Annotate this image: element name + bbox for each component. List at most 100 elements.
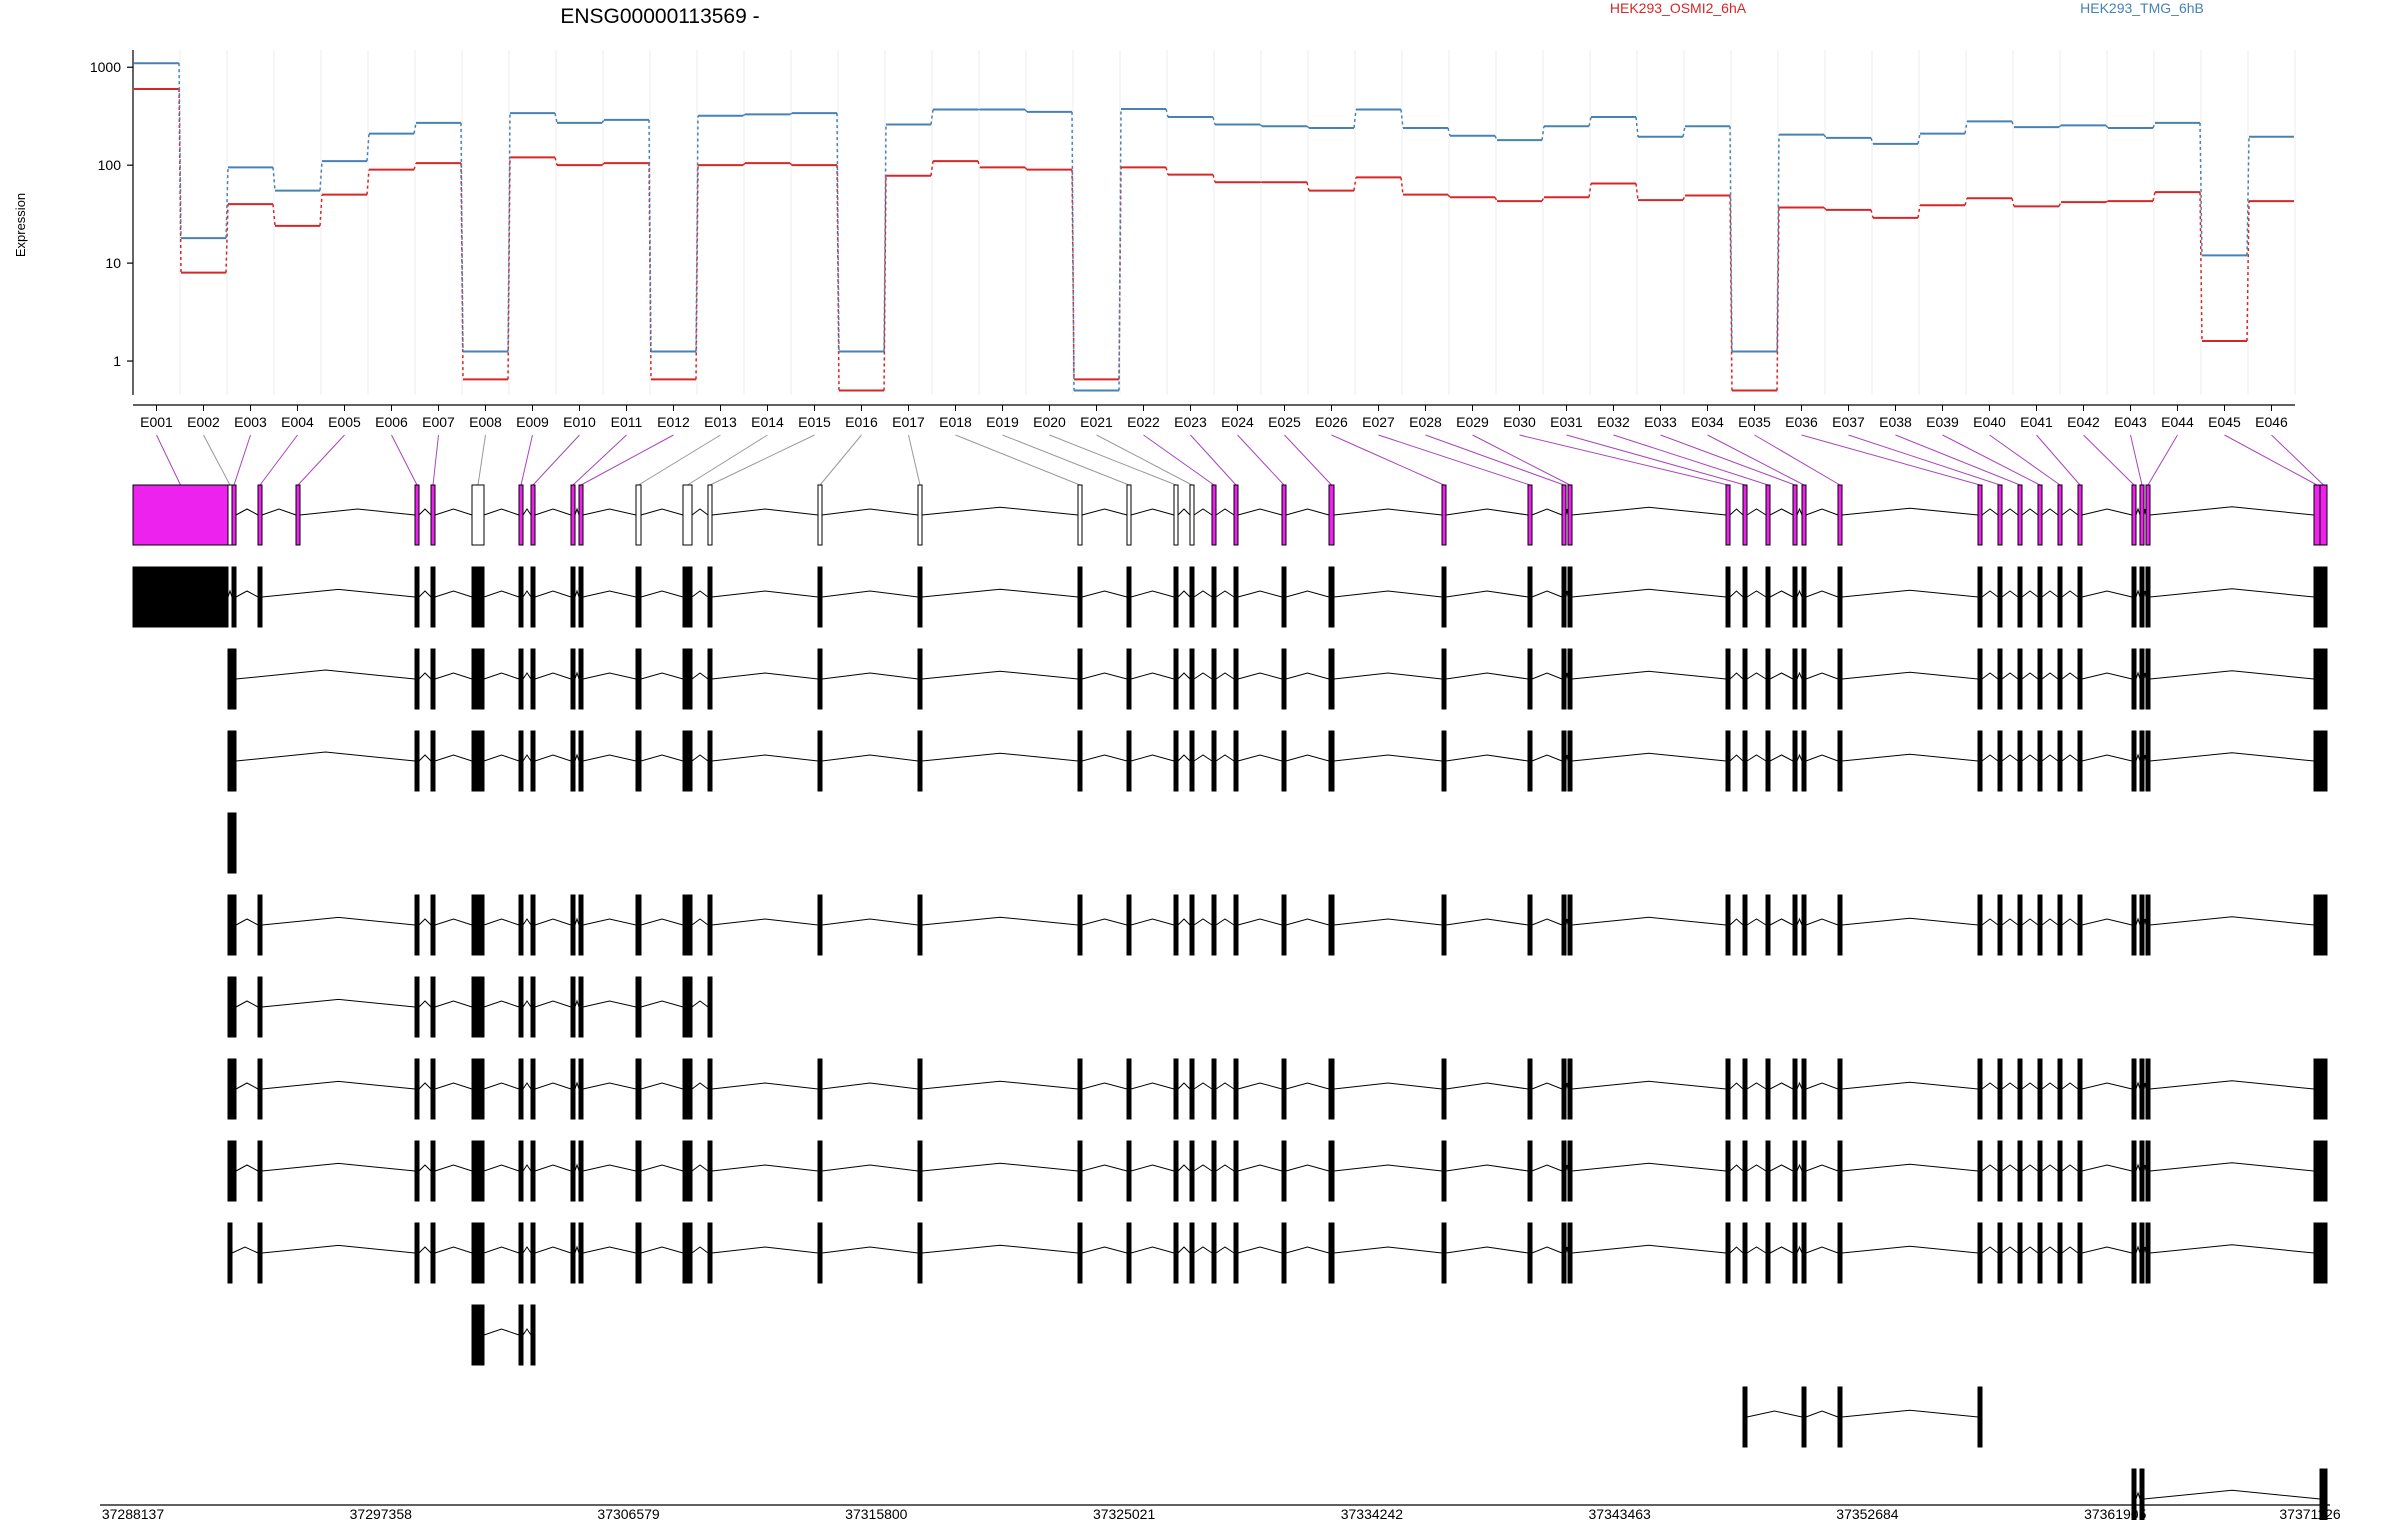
exon-block	[1792, 1222, 1798, 1284]
intron	[1796, 753, 1803, 762]
intron	[2021, 754, 2039, 762]
genome-tick-label: 37315800	[845, 1506, 908, 1520]
exon-block	[530, 1058, 536, 1120]
exon-block	[578, 976, 584, 1038]
exon-connector	[1848, 434, 2001, 486]
exon-block	[2077, 894, 2083, 956]
exon-block	[231, 812, 237, 874]
exon-block	[1561, 566, 1567, 628]
intron	[711, 754, 819, 762]
exon-block	[231, 894, 237, 956]
exon-tick-label: E034	[1691, 414, 1724, 430]
exon-block	[471, 1304, 485, 1366]
exon-block	[414, 730, 420, 792]
exon-block	[257, 1140, 263, 1202]
exon-block	[1567, 1222, 1573, 1284]
exon-block	[471, 566, 485, 628]
exon-block	[1561, 1140, 1567, 1202]
exon-block	[1837, 484, 1843, 546]
intron	[921, 1162, 1079, 1172]
intron	[434, 1082, 473, 1090]
exon-block	[1211, 1058, 1217, 1120]
exon-block	[2319, 1058, 2328, 1120]
intron	[2149, 916, 2315, 926]
exon-block	[2145, 566, 2151, 628]
transcript-13	[2131, 1468, 2328, 1520]
intron	[2135, 1081, 2141, 1090]
exon-connector	[2130, 434, 2143, 486]
data-connector	[1259, 123, 1263, 127]
exon-block	[917, 648, 923, 710]
exon-block	[2037, 894, 2043, 956]
exon-block	[530, 1222, 536, 1284]
exon-block	[1561, 1058, 1567, 1120]
intron	[1805, 1246, 1839, 1254]
exon-block	[2139, 648, 2145, 710]
intron	[2041, 1082, 2059, 1090]
exon-block	[2313, 1140, 2321, 1202]
exon-block	[530, 894, 536, 956]
exon-block	[1792, 566, 1798, 628]
exon-block	[1233, 894, 1239, 956]
exon-block	[2319, 894, 2328, 956]
exon-block	[1211, 894, 1217, 956]
exon-block	[1211, 1140, 1217, 1202]
intron	[2001, 754, 2019, 762]
exon-tick-label: E033	[1644, 414, 1677, 430]
exon-block	[1281, 1140, 1287, 1202]
exon-block	[471, 976, 485, 1038]
exon-block	[1801, 894, 1807, 956]
data-connector	[1306, 125, 1310, 129]
exon-block	[414, 1140, 420, 1202]
intron	[821, 1246, 919, 1254]
data-connector	[554, 157, 558, 166]
intron	[711, 918, 819, 926]
exon-tick-label: E035	[1738, 414, 1771, 430]
data-connector	[413, 162, 417, 170]
intron	[522, 754, 532, 762]
exon-tick-label: E010	[563, 414, 596, 430]
exon-block	[1173, 566, 1179, 628]
intron	[1729, 918, 1744, 926]
exon-block	[2057, 1222, 2063, 1284]
data-connector	[1024, 109, 1028, 113]
exon-connector	[1049, 434, 1177, 486]
exon-connector	[1801, 434, 1981, 486]
exon-block	[1977, 1140, 1983, 1202]
exon-block	[1977, 894, 1983, 956]
exon-block	[227, 484, 233, 546]
exon-block	[917, 1222, 923, 1284]
exon-block	[1997, 566, 2003, 628]
exon-block	[518, 1140, 524, 1202]
exon-block	[2319, 730, 2328, 792]
exon-block	[530, 484, 536, 546]
intron	[1130, 754, 1175, 762]
exon-connector	[2147, 434, 2178, 486]
exon-block	[1173, 730, 1179, 792]
data-connector	[742, 162, 746, 166]
data-connector	[2011, 198, 2015, 207]
exon-block	[1173, 1058, 1179, 1120]
grid-lines	[132, 50, 2296, 395]
exon-tick-label: E031	[1550, 414, 1583, 430]
intron	[691, 672, 709, 680]
intron	[1746, 1164, 1767, 1172]
intron	[1333, 1164, 1443, 1172]
intron	[2001, 918, 2019, 926]
intron	[2081, 918, 2133, 926]
exon-block	[1997, 894, 2003, 956]
exon-tick-label: E026	[1315, 414, 1348, 430]
data-connector	[930, 161, 934, 176]
exon-connector	[638, 434, 721, 486]
exon-block	[917, 566, 923, 628]
intron	[574, 753, 580, 762]
intron	[1841, 1245, 1979, 1254]
exon-block	[2139, 1468, 2145, 1520]
exon-connector	[520, 434, 533, 486]
y-tick-label: 100	[98, 157, 122, 173]
exon-block	[231, 730, 237, 792]
exon-connector	[1378, 434, 1531, 486]
intron	[2021, 590, 2039, 598]
intron	[2021, 672, 2039, 680]
exon-block	[231, 1140, 237, 1202]
